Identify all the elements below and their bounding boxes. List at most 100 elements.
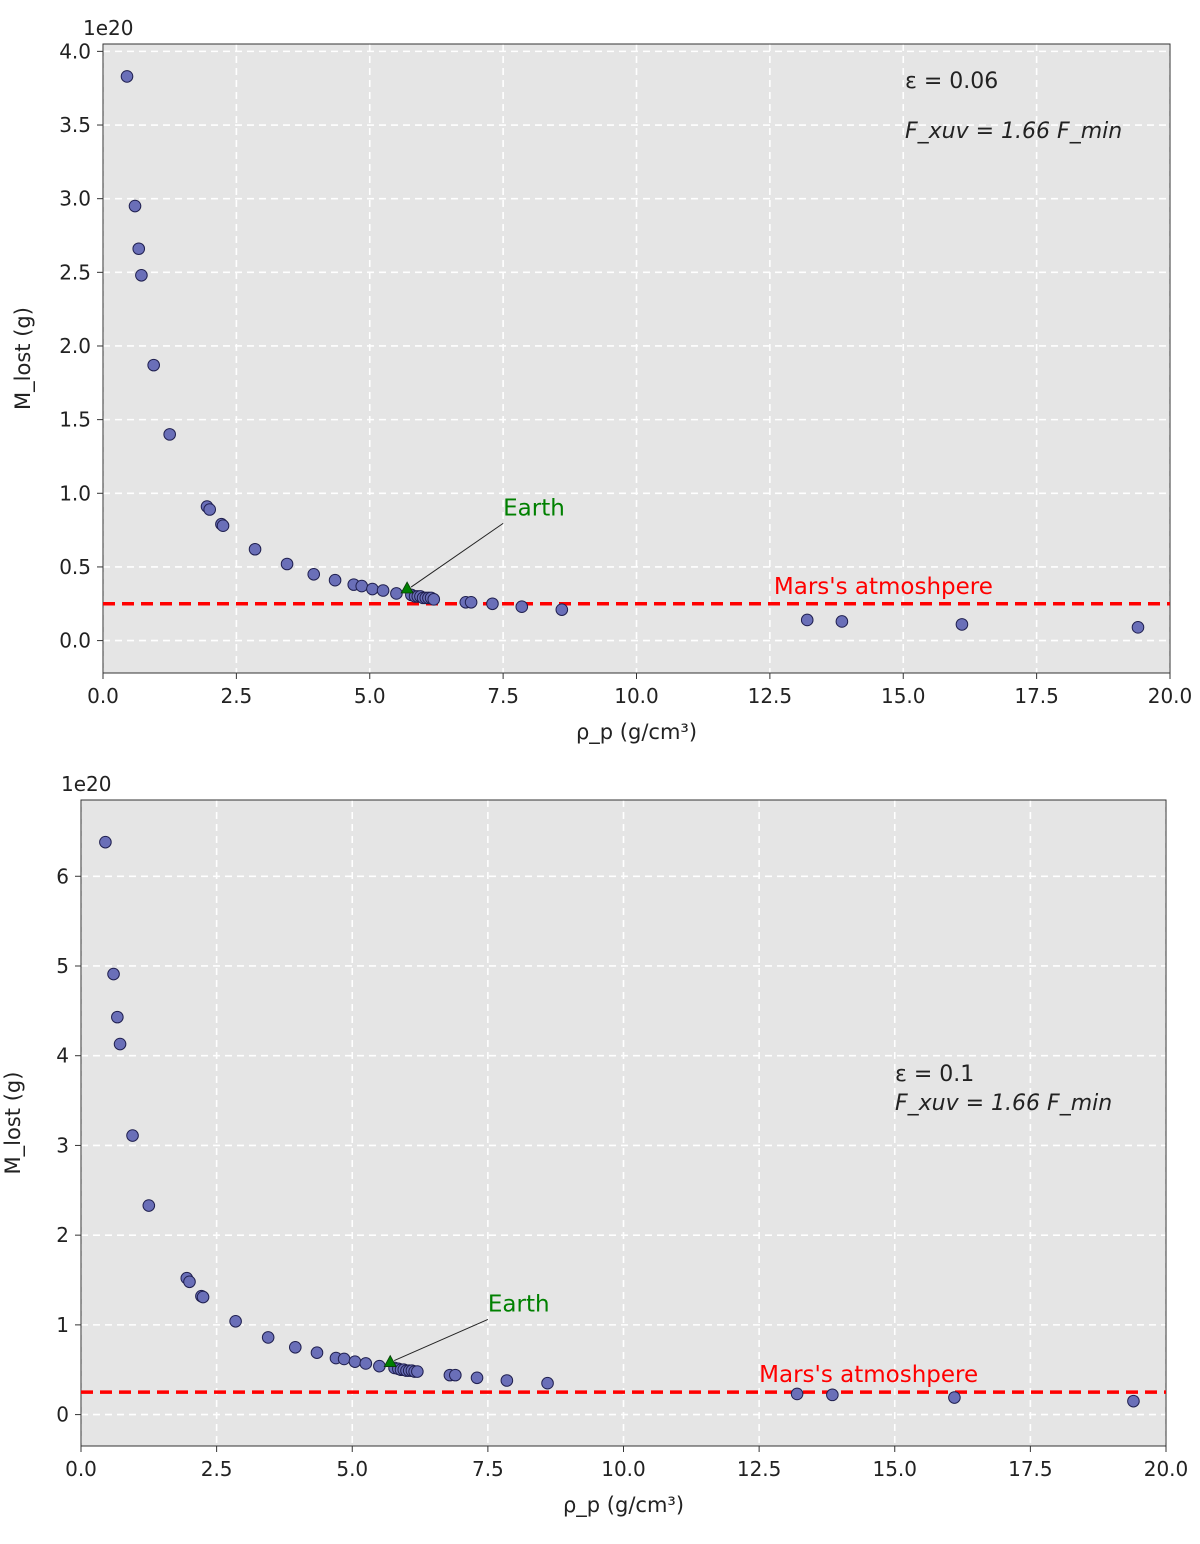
earth-label: Earth [503, 495, 565, 521]
y-offset-text: 1e20 [83, 16, 133, 40]
data-point [307, 568, 321, 581]
y-tick-label: 0.0 [59, 629, 91, 653]
data-point [288, 1341, 302, 1354]
earth-annotation-arrow [394, 1318, 489, 1362]
data-point [142, 1199, 156, 1212]
x-tick-label: 7.5 [487, 684, 519, 708]
data-point [500, 1374, 514, 1387]
x-tick-label: 5.0 [336, 1457, 368, 1481]
data-point [470, 1371, 484, 1385]
mars-atmosphere-label: Mars's atmoshpere [774, 574, 993, 600]
earth-marker [400, 581, 414, 594]
y-tick-label: 4 [56, 1044, 69, 1068]
data-point [348, 1355, 362, 1368]
y-tick-label: 3 [56, 1133, 69, 1157]
y-tick-label: 1 [56, 1313, 69, 1337]
data-point [203, 503, 216, 516]
data-point [541, 1376, 554, 1390]
plot-area [81, 800, 1166, 1446]
data-point [120, 70, 134, 83]
data-point [196, 1290, 210, 1304]
y-tick-label: 2.5 [59, 260, 91, 284]
earth-marker [383, 1354, 397, 1367]
x-tick-label: 15.0 [872, 1457, 917, 1481]
bottom-chart-panel: 0.0 2.5 5.0 7.5 10.0 12.5 15.0 17.5 20.0 0 1 2 3 4 5 6 1… [1, 772, 1188, 1518]
data-point [790, 1387, 804, 1401]
data-point [835, 615, 849, 628]
data-point [337, 1352, 351, 1366]
fxuv-annotation: F_xuv = 1.66 F_min [895, 1091, 1112, 1116]
y-tick-label: 2.0 [59, 334, 91, 358]
data-point [113, 1037, 127, 1051]
data-point [411, 1365, 424, 1378]
data-point [261, 1331, 275, 1344]
x-tick-label: 2.5 [201, 1457, 233, 1481]
data-point [515, 600, 529, 614]
data-point [464, 595, 478, 609]
data-point [948, 1391, 961, 1404]
data-point [128, 199, 142, 213]
x-tick-label: 7.5 [472, 1457, 504, 1481]
epsilon-annotation: ε = 0.1 [895, 1062, 974, 1087]
y-tick-label: 6 [56, 864, 69, 888]
x-tick-label: 0.0 [65, 1457, 97, 1481]
data-point [826, 1388, 839, 1402]
earth-annotation-arrow [410, 522, 504, 588]
x-tick-label: 0.0 [87, 684, 119, 708]
data-point [355, 579, 369, 593]
y-tick-label: 1.5 [59, 408, 91, 432]
y-tick-label: 5 [56, 954, 69, 978]
plot-frame [80, 799, 1167, 1447]
data-point [373, 1359, 386, 1373]
data-point [1127, 1394, 1140, 1408]
y-tick-label: 4.0 [59, 39, 91, 63]
data-point [216, 519, 230, 532]
data-point [99, 835, 112, 849]
data-point [366, 582, 379, 596]
y-tick-label: 3.5 [59, 113, 91, 137]
x-tick-label: 10.0 [601, 1457, 646, 1481]
y-tick-label: 1.0 [59, 481, 91, 505]
x-tick-label: 17.5 [1014, 684, 1059, 708]
y-offset-text: 1e20 [61, 772, 111, 796]
x-tick-label: 15.0 [881, 684, 926, 708]
data-point [310, 1346, 324, 1359]
data-point [376, 584, 390, 597]
data-point [183, 1275, 196, 1289]
data-point [280, 557, 294, 571]
mars-atmosphere-label: Mars's atmoshpere [759, 1362, 978, 1388]
epsilon-annotation: ε = 0.06 [905, 69, 998, 94]
y-tick-label: 0 [56, 1403, 69, 1427]
data-point [427, 593, 441, 606]
fxuv-annotation: F_xuv = 1.66 F_min [905, 119, 1122, 144]
data-point [390, 587, 403, 600]
data-point [163, 428, 176, 441]
data-point [486, 597, 499, 611]
earth-label: Earth [488, 1291, 550, 1317]
x-tick-label: 17.5 [1008, 1457, 1053, 1481]
data-point [359, 1357, 373, 1370]
data-point [229, 1314, 242, 1328]
x-tick-label: 20.0 [1144, 1457, 1189, 1481]
x-axis-label: ρ_p (g/cm³) [563, 1493, 684, 1518]
data-point [555, 603, 569, 616]
x-tick-label: 10.0 [614, 684, 659, 708]
data-point [328, 573, 342, 587]
data-point [800, 613, 814, 627]
data-point [248, 542, 262, 556]
data-point [955, 618, 969, 631]
data-point [107, 967, 120, 981]
y-tick-label: 2 [56, 1223, 69, 1247]
data-point [135, 268, 148, 282]
x-tick-label: 20.0 [1148, 684, 1193, 708]
data-point [449, 1368, 462, 1382]
y-tick-label: 3.0 [59, 187, 91, 211]
data-point [1131, 621, 1145, 634]
x-tick-label: 12.5 [737, 1457, 782, 1481]
data-point [132, 242, 146, 256]
y-axis-label: M_lost (g) [11, 307, 36, 410]
data-point [111, 1010, 124, 1024]
x-axis-label: ρ_p (g/cm³) [576, 720, 697, 745]
y-axis-label: M_lost (g) [1, 1072, 26, 1175]
